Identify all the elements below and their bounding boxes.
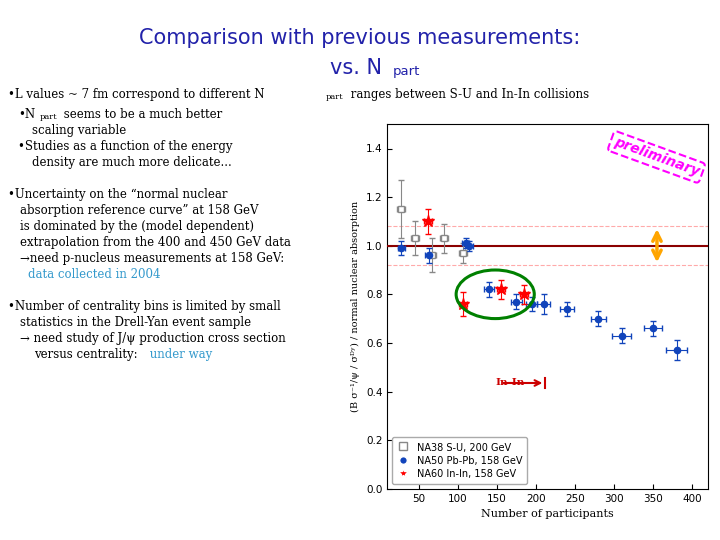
Text: •Number of centrality bins is limited by small: •Number of centrality bins is limited by… <box>8 300 281 313</box>
Text: is dominated by the (model dependent): is dominated by the (model dependent) <box>20 220 254 233</box>
Text: •Uncertainty on the “normal nuclear: •Uncertainty on the “normal nuclear <box>8 188 228 201</box>
Y-axis label: (B σ⁻¹/ψ / σᴰʸ) / normal nuclear absorption: (B σ⁻¹/ψ / σᴰʸ) / normal nuclear absorpt… <box>351 201 360 412</box>
Text: scaling variable: scaling variable <box>32 124 126 137</box>
X-axis label: Number of participants: Number of participants <box>481 509 614 519</box>
Text: seems to be a much better: seems to be a much better <box>60 108 222 121</box>
Text: statistics in the Drell-Yan event sample: statistics in the Drell-Yan event sample <box>20 316 251 329</box>
Text: ranges between S-U and In-In collisions: ranges between S-U and In-In collisions <box>347 88 589 101</box>
Legend: NA38 S-U, 200 GeV, NA50 Pb-Pb, 158 GeV, NA60 In-In, 158 GeV: NA38 S-U, 200 GeV, NA50 Pb-Pb, 158 GeV, … <box>392 437 527 484</box>
Text: absorption reference curve” at 158 GeV: absorption reference curve” at 158 GeV <box>20 204 258 217</box>
Text: Comparison with previous measurements:: Comparison with previous measurements: <box>140 28 580 48</box>
Text: •Studies as a function of the energy: •Studies as a function of the energy <box>18 140 233 153</box>
Text: part: part <box>393 65 420 78</box>
Text: under way: under way <box>146 348 212 361</box>
Text: preliminary: preliminary <box>612 135 701 179</box>
Text: •N: •N <box>18 108 35 121</box>
Text: part: part <box>326 93 343 101</box>
Text: data collected in 2004: data collected in 2004 <box>28 268 161 281</box>
Text: •L values ~ 7 fm correspond to different N: •L values ~ 7 fm correspond to different… <box>8 88 264 101</box>
Text: In-In: In-In <box>495 379 524 388</box>
Text: →need p-nucleus measurements at 158 GeV:: →need p-nucleus measurements at 158 GeV: <box>20 252 284 265</box>
Text: versus centrality:: versus centrality: <box>34 348 138 361</box>
Text: part: part <box>40 113 58 121</box>
Text: vs. N: vs. N <box>330 58 382 78</box>
Text: extrapolation from the 400 and 450 GeV data: extrapolation from the 400 and 450 GeV d… <box>20 236 291 249</box>
Text: → need study of J/ψ production cross section: → need study of J/ψ production cross sec… <box>20 332 286 345</box>
Text: density are much more delicate...: density are much more delicate... <box>32 156 232 169</box>
